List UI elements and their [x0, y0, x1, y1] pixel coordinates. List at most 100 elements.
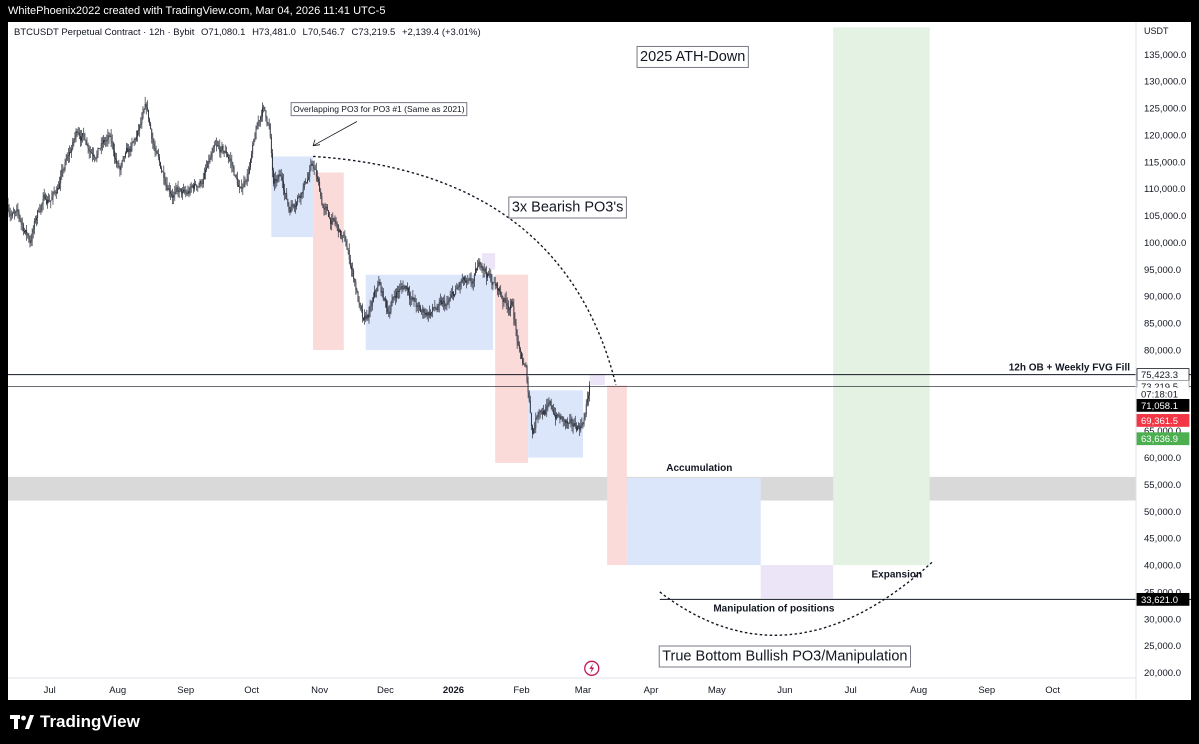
- y-tick-label: 120,000.0: [1144, 130, 1186, 141]
- overlap-arrowhead: [312, 139, 321, 147]
- candles: [8, 96, 591, 439]
- manipulation-label: Manipulation of positions: [713, 604, 835, 615]
- axes: USDT 20,000.0 25,000.0 30,000.0 35,000.0 40,0…: [8, 22, 1186, 700]
- price-label-text: 63,636.9: [1141, 434, 1178, 445]
- legend-low: L70,546.7: [302, 27, 345, 38]
- x-tick-label: Mar: [575, 685, 591, 696]
- lightning-icon: [584, 660, 600, 676]
- price-label: 71,058.1: [1136, 398, 1190, 412]
- y-tick-label: 50,000.0: [1144, 507, 1181, 518]
- purple-box: [589, 374, 605, 385]
- accumulation-label: Accumulation: [666, 463, 732, 474]
- chart-credit: WhitePhoenix2022 created with TradingVie…: [0, 0, 1199, 22]
- price-label-bg: [1136, 398, 1190, 412]
- blue-box: [271, 156, 314, 238]
- x-tick-label: Apr: [644, 685, 659, 696]
- y-tick-label: 20,000.0: [1144, 668, 1181, 679]
- y-tick-label: 40,000.0: [1144, 561, 1181, 572]
- red-box: [313, 172, 344, 350]
- x-tick-label: Sep: [177, 685, 194, 696]
- ob-fvg-label: 12h OB + Weekly FVG Fill: [1009, 363, 1130, 374]
- y-tick-label: 45,000.0: [1144, 534, 1181, 545]
- accumulation-label-text: Accumulation: [666, 463, 732, 474]
- y-tick-label: 90,000.0: [1144, 292, 1181, 303]
- x-tick-label: Oct: [244, 685, 259, 696]
- bearish-label-text: 3x Bearish PO3's: [512, 200, 624, 216]
- x-tick-label: May: [708, 685, 726, 696]
- y-tick-label: 30,000.0: [1144, 614, 1181, 625]
- x-tick-label: Feb: [513, 685, 529, 696]
- x-tick-label: Sep: [978, 685, 995, 696]
- legend-open: O71,080.1: [201, 27, 246, 38]
- true-bottom-label-text: True Bottom Bullish PO3/Manipulation: [662, 648, 907, 664]
- x-tick-label: Aug: [910, 685, 927, 696]
- price-label: 69,361.5: [1136, 414, 1190, 427]
- horizontal-lines: 12h OB + Weekly FVG Fill: [8, 363, 1191, 600]
- chart-area[interactable]: 12h OB + Weekly FVG Fill 2025 ATH-Down Ov…: [8, 22, 1191, 700]
- tradingview-logo[interactable]: TradingView: [10, 712, 140, 732]
- true-bottom-label: True Bottom Bullish PO3/Manipulation: [658, 645, 912, 668]
- price-label-text: 33,621.0: [1141, 595, 1178, 606]
- y-tick-label: 100,000.0: [1144, 238, 1186, 249]
- price-label: 07:18:01: [1136, 387, 1190, 401]
- y-tick-label: 35,000.0: [1144, 587, 1181, 598]
- y-tick-label: 60,000.0: [1144, 453, 1181, 464]
- y-tick-label: 95,000.0: [1144, 265, 1181, 276]
- x-tick-label: Dec: [377, 685, 394, 696]
- range-boxes: [8, 27, 1136, 599]
- overlap-note: Overlapping PO3 for PO3 #1 (Same as 2021…: [290, 102, 468, 117]
- symbol-legend[interactable]: BTCUSDT Perpetual Contract · 12h · Bybit…: [14, 27, 485, 38]
- price-label-text: 75,423.3: [1141, 370, 1178, 381]
- expansion-label: Expansion: [872, 569, 923, 580]
- y-tick-label: 85,000.0: [1144, 319, 1181, 330]
- price-chart[interactable]: 12h OB + Weekly FVG Fill 2025 ATH-Down Ov…: [8, 22, 1191, 700]
- y-tick-label: 80,000.0: [1144, 346, 1181, 357]
- y-tick-label: 135,000.0: [1144, 50, 1186, 61]
- price-label-text: 07:18:01: [1141, 390, 1178, 401]
- purple-box: [482, 253, 496, 270]
- price-label-text: 69,361.5: [1141, 416, 1178, 427]
- x-tick-label: Jun: [777, 685, 792, 696]
- overlap-note-box: [290, 102, 468, 117]
- title-box-box: [636, 45, 749, 68]
- y-tick-label: 65,000.0: [1144, 426, 1181, 437]
- price-label: 75,423.3: [1136, 368, 1190, 381]
- manipulation-label-text: Manipulation of positions: [713, 604, 835, 615]
- y-tick-label: 110,000.0: [1144, 184, 1186, 195]
- y-tick-label: 125,000.0: [1144, 104, 1186, 115]
- x-tick-label: Jul: [44, 685, 56, 696]
- green-box: [833, 27, 930, 566]
- title-box: 2025 ATH-Down: [636, 45, 749, 68]
- legend-high: H73,481.0: [252, 27, 296, 38]
- x-tick-label: Nov: [311, 685, 328, 696]
- footer-brand: TradingView: [40, 712, 140, 731]
- y-tick-label: 105,000.0: [1144, 211, 1186, 222]
- bearish-arc: [312, 155, 617, 386]
- x-tick-label: 2026: [443, 685, 464, 696]
- legend-close: C73,219.5: [351, 27, 396, 38]
- overlap-arrow: [312, 121, 358, 147]
- legend-symbol: BTCUSDT Perpetual Contract · 12h · Bybit: [14, 27, 195, 38]
- x-tick-label: Oct: [1045, 685, 1060, 696]
- currency-label: USDT: [1144, 26, 1169, 36]
- tradingview-logo-icon: [10, 715, 34, 729]
- bearish-label-box: [508, 196, 627, 219]
- purple-box: [760, 565, 834, 599]
- expansion-label-text: Expansion: [872, 569, 923, 580]
- price-label-bg: [1136, 432, 1190, 446]
- footer-bar: TradingView: [0, 700, 1199, 744]
- title-box-text: 2025 ATH-Down: [640, 49, 745, 65]
- lightning-bolt: [589, 663, 595, 674]
- y-tick-label: 130,000.0: [1144, 77, 1186, 88]
- price-label-text: 71,058.1: [1141, 401, 1178, 412]
- y-tick-label: 25,000.0: [1144, 641, 1181, 652]
- true-bottom-label-box: [658, 645, 912, 668]
- arcs: [312, 155, 933, 636]
- legend-change: +2,139.4 (+3.01%): [401, 27, 481, 38]
- x-tick-label: Jul: [845, 685, 857, 696]
- annotations: 2025 ATH-Down Overlapping PO3 for PO3 #1 …: [290, 45, 923, 676]
- overlap-note-text: Overlapping PO3 for PO3 #1 (Same as 2021…: [293, 104, 465, 114]
- blue-box: [626, 477, 761, 566]
- price-label-bg: [1136, 414, 1190, 427]
